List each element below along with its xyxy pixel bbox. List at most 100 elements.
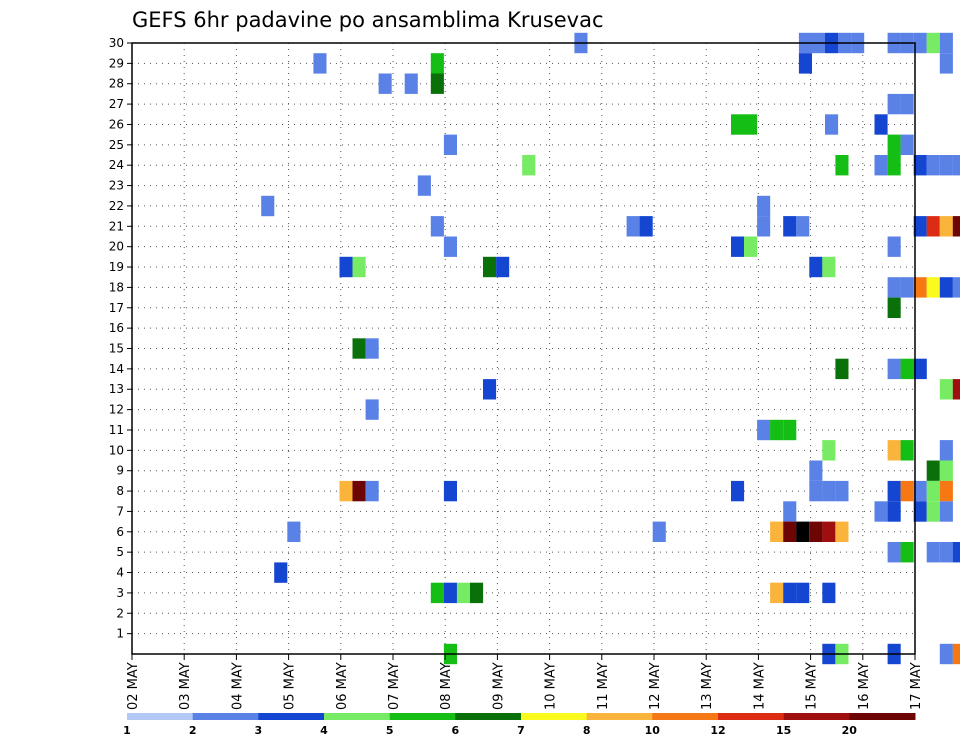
precip-cells xyxy=(261,32,960,665)
precip-cell xyxy=(926,542,940,563)
precip-cell xyxy=(443,480,457,502)
y-tick-label: 23 xyxy=(109,179,124,193)
precip-cell xyxy=(887,440,901,461)
precip-cell xyxy=(731,236,745,257)
precip-cell xyxy=(835,521,849,542)
x-tick-label: 09 MAY xyxy=(491,662,506,710)
precip-cell xyxy=(900,358,914,380)
precip-cell xyxy=(783,419,797,441)
precip-cell xyxy=(913,155,927,176)
y-tick-label: 16 xyxy=(109,321,124,335)
legend-label: 4 xyxy=(320,724,328,737)
legend-swatch xyxy=(258,713,325,720)
legend-swatch xyxy=(192,713,259,720)
precip-cell xyxy=(900,542,914,563)
legend-swatch xyxy=(389,713,456,720)
legend-label: 2 xyxy=(189,724,197,737)
grid-lines xyxy=(132,43,915,654)
precip-cell xyxy=(365,399,379,420)
precip-cell xyxy=(496,256,510,278)
precip-cell xyxy=(731,114,745,135)
precip-cell xyxy=(939,32,953,54)
precip-cell xyxy=(287,521,301,542)
x-axis-ticks: 02 MAY 03 MAY 04 MAY 05 MAY 06 MAY 07 MAY 08 M… xyxy=(126,654,924,710)
legend-label: 20 xyxy=(842,724,858,737)
precip-cell xyxy=(939,643,953,665)
y-tick-label: 1 xyxy=(116,627,124,641)
x-tick-label: 15 MAY xyxy=(805,662,820,710)
precip-cell xyxy=(913,358,927,380)
precip-cell xyxy=(952,379,960,400)
precip-cell xyxy=(939,53,953,74)
x-tick-label: 13 MAY xyxy=(700,662,715,710)
precip-cell xyxy=(404,73,418,94)
precip-cell xyxy=(365,338,379,359)
precip-cell xyxy=(900,480,914,502)
y-tick-label: 6 xyxy=(116,525,124,539)
x-tick-label: 17 MAY xyxy=(909,662,924,710)
legend-swatch xyxy=(586,713,653,720)
precip-cell xyxy=(798,53,812,74)
precip-cell xyxy=(913,32,927,54)
x-tick-label: 08 MAY xyxy=(439,662,454,710)
precip-cell xyxy=(939,216,953,237)
precip-cell xyxy=(522,155,536,176)
precip-cell xyxy=(835,480,849,502)
legend-label: 3 xyxy=(254,724,262,737)
precip-cell xyxy=(809,480,823,502)
y-tick-label: 7 xyxy=(116,504,124,518)
precip-cell xyxy=(900,277,914,298)
precip-cell xyxy=(825,114,839,135)
precip-cell xyxy=(352,480,366,502)
precip-cell xyxy=(430,73,444,94)
y-tick-label: 14 xyxy=(109,362,124,376)
precip-cell xyxy=(430,53,444,74)
precip-cell xyxy=(887,501,901,522)
y-tick-label: 2 xyxy=(116,606,124,620)
y-tick-label: 24 xyxy=(109,158,124,172)
x-tick-label: 10 MAY xyxy=(544,662,559,710)
precip-cell xyxy=(900,134,914,155)
legend-swatch xyxy=(127,713,194,720)
precip-cell xyxy=(443,134,457,155)
y-tick-label: 28 xyxy=(109,77,124,91)
precip-cell xyxy=(939,480,953,502)
precip-cell xyxy=(926,277,940,298)
precip-cell xyxy=(926,155,940,176)
y-tick-label: 3 xyxy=(116,586,124,600)
precip-cell xyxy=(652,521,666,542)
precip-cell xyxy=(470,582,484,604)
y-tick-label: 15 xyxy=(109,342,124,356)
x-tick-label: 07 MAY xyxy=(387,662,402,710)
precip-cell xyxy=(757,195,771,217)
y-tick-label: 29 xyxy=(109,56,124,70)
precip-cell xyxy=(887,277,901,298)
precip-cell xyxy=(913,277,927,298)
precip-cell xyxy=(456,582,470,604)
precip-cell xyxy=(952,216,960,237)
precip-cell xyxy=(926,32,940,54)
precip-cell xyxy=(939,379,953,400)
x-tick-label: 05 MAY xyxy=(283,662,298,710)
legend-label: 6 xyxy=(451,724,459,737)
precip-cell xyxy=(887,480,901,502)
precip-cell xyxy=(744,236,758,257)
color-legend: 1 2 3 4 5 6 7 8 10 12 15 20 xyxy=(123,713,916,737)
precip-cell xyxy=(770,582,784,604)
precip-cell xyxy=(913,216,927,237)
y-tick-label: 30 xyxy=(109,36,124,50)
precip-cell xyxy=(417,175,431,196)
x-tick-label: 12 MAY xyxy=(648,662,663,710)
y-tick-label: 13 xyxy=(109,382,124,396)
precip-cell xyxy=(952,643,960,665)
precip-cell xyxy=(783,501,797,522)
precip-cell xyxy=(952,155,960,176)
precip-cell xyxy=(874,155,888,176)
precip-cell xyxy=(731,480,745,502)
precip-cell xyxy=(261,195,275,217)
x-tick-label: 16 MAY xyxy=(857,662,872,710)
precip-cell xyxy=(900,440,914,461)
precip-cell xyxy=(887,358,901,380)
precip-cell xyxy=(352,256,366,278)
